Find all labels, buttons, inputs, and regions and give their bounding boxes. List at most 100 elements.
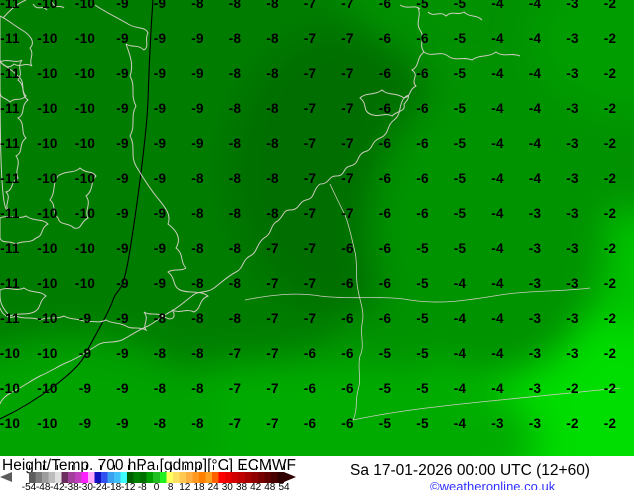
svg-text:-9: -9 — [116, 416, 129, 431]
svg-text:-4: -4 — [454, 346, 467, 361]
svg-text:-9: -9 — [116, 136, 129, 151]
svg-text:-3: -3 — [566, 241, 579, 256]
svg-text:-6: -6 — [416, 206, 429, 221]
svg-text:-5: -5 — [454, 136, 467, 151]
svg-text:-10: -10 — [37, 276, 57, 291]
svg-text:-2: -2 — [604, 31, 617, 46]
svg-text:-8: -8 — [191, 276, 204, 291]
svg-text:-4: -4 — [491, 241, 504, 256]
svg-text:-3: -3 — [529, 346, 542, 361]
svg-text:-8: -8 — [266, 66, 279, 81]
svg-text:-7: -7 — [304, 171, 317, 186]
svg-text:-7: -7 — [229, 416, 242, 431]
svg-text:-6: -6 — [379, 31, 392, 46]
svg-text:-8: -8 — [229, 311, 242, 326]
svg-text:-6: -6 — [341, 276, 354, 291]
svg-text:-3: -3 — [566, 346, 579, 361]
svg-text:-8: -8 — [266, 171, 279, 186]
svg-text:-7: -7 — [229, 346, 242, 361]
svg-text:-2: -2 — [566, 416, 579, 431]
svg-text:-7: -7 — [304, 311, 317, 326]
svg-text:-10: -10 — [37, 381, 57, 396]
svg-text:-8: -8 — [229, 101, 242, 116]
svg-text:-7: -7 — [229, 381, 242, 396]
svg-text:-7: -7 — [304, 276, 317, 291]
svg-text:-6: -6 — [416, 136, 429, 151]
svg-text:-5: -5 — [454, 171, 467, 186]
svg-text:-9: -9 — [116, 206, 129, 221]
svg-text:-10: -10 — [37, 346, 57, 361]
svg-text:-11: -11 — [0, 0, 20, 11]
svg-text:-8: -8 — [229, 0, 242, 11]
svg-text:-9: -9 — [154, 31, 167, 46]
svg-text:-9: -9 — [116, 171, 129, 186]
svg-text:-10: -10 — [37, 31, 57, 46]
svg-text:-11: -11 — [0, 136, 20, 151]
svg-text:-2: -2 — [604, 101, 617, 116]
svg-text:-8: -8 — [229, 171, 242, 186]
svg-text:-8: -8 — [154, 416, 167, 431]
svg-text:-9: -9 — [154, 101, 167, 116]
svg-text:-10: -10 — [37, 241, 57, 256]
svg-text:-9: -9 — [191, 66, 204, 81]
svg-text:-6: -6 — [379, 101, 392, 116]
svg-text:-4: -4 — [454, 381, 467, 396]
svg-text:-9: -9 — [79, 346, 92, 361]
svg-text:-6: -6 — [341, 416, 354, 431]
svg-text:-7: -7 — [266, 416, 279, 431]
svg-text:-8: -8 — [266, 0, 279, 11]
svg-text:-4: -4 — [529, 31, 542, 46]
svg-text:-6: -6 — [341, 311, 354, 326]
svg-text:-10: -10 — [75, 101, 95, 116]
svg-text:-5: -5 — [379, 416, 392, 431]
svg-text:-7: -7 — [304, 206, 317, 221]
svg-text:-6: -6 — [379, 136, 392, 151]
svg-text:-3: -3 — [566, 171, 579, 186]
svg-text:-10: -10 — [75, 206, 95, 221]
svg-text:-8: -8 — [191, 241, 204, 256]
svg-text:-9: -9 — [79, 311, 92, 326]
svg-text:-2: -2 — [604, 381, 617, 396]
svg-text:-11: -11 — [0, 31, 20, 46]
svg-text:-4: -4 — [454, 311, 467, 326]
svg-text:-7: -7 — [266, 276, 279, 291]
svg-text:-5: -5 — [379, 381, 392, 396]
svg-text:-10: -10 — [37, 416, 57, 431]
svg-text:-7: -7 — [304, 0, 317, 11]
svg-text:-5: -5 — [416, 311, 429, 326]
svg-text:-8: -8 — [191, 416, 204, 431]
svg-text:-4: -4 — [491, 381, 504, 396]
svg-text:-3: -3 — [566, 0, 579, 11]
svg-text:-8: -8 — [229, 206, 242, 221]
svg-text:-6: -6 — [379, 0, 392, 11]
svg-text:-3: -3 — [566, 136, 579, 151]
svg-text:-8: -8 — [266, 101, 279, 116]
svg-text:-4: -4 — [491, 136, 504, 151]
svg-text:-10: -10 — [37, 206, 57, 221]
svg-text:-10: -10 — [75, 241, 95, 256]
svg-text:-7: -7 — [304, 136, 317, 151]
svg-text:-5: -5 — [416, 416, 429, 431]
svg-text:-8: -8 — [154, 381, 167, 396]
svg-text:-6: -6 — [304, 416, 317, 431]
svg-text:-4: -4 — [491, 171, 504, 186]
svg-text:-2: -2 — [604, 136, 617, 151]
svg-text:-7: -7 — [341, 31, 354, 46]
svg-text:-4: -4 — [491, 206, 504, 221]
svg-text:-8: -8 — [229, 31, 242, 46]
svg-text:-6: -6 — [379, 276, 392, 291]
svg-text:-6: -6 — [341, 241, 354, 256]
svg-text:-3: -3 — [529, 311, 542, 326]
svg-text:-5: -5 — [416, 381, 429, 396]
svg-text:-3: -3 — [529, 206, 542, 221]
svg-text:-7: -7 — [266, 381, 279, 396]
svg-text:-6: -6 — [379, 241, 392, 256]
svg-text:-4: -4 — [529, 101, 542, 116]
svg-text:-6: -6 — [416, 171, 429, 186]
svg-text:-9: -9 — [116, 31, 129, 46]
svg-text:-11: -11 — [0, 66, 20, 81]
svg-text:-6: -6 — [379, 171, 392, 186]
svg-text:-2: -2 — [604, 241, 617, 256]
svg-text:-6: -6 — [304, 346, 317, 361]
svg-text:-3: -3 — [529, 241, 542, 256]
